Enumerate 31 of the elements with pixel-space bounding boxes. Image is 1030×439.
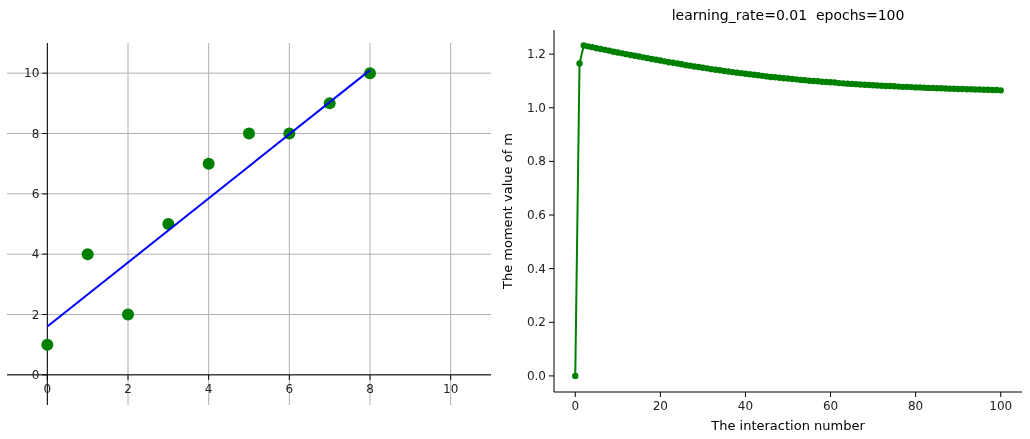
x-tick-label: 40	[737, 399, 754, 413]
y-tick-label: 10	[24, 66, 40, 81]
x-tick-label: 0	[571, 399, 580, 413]
x-tick-label: 4	[204, 381, 213, 396]
x-tick-label: 100	[989, 399, 1013, 413]
y-tick-label: 0.4	[526, 261, 546, 276]
point	[81, 248, 94, 261]
y-tick-label: 0.8	[526, 154, 546, 169]
x-tick-label: 20	[652, 399, 668, 413]
y-tick-label: 0.6	[526, 208, 546, 223]
y-tick-label: 1.0	[526, 100, 546, 115]
x-tick-label: 80	[908, 399, 924, 413]
chart-title: learning_rate=0.01 epochs=100	[671, 7, 905, 23]
y-tick-label: 1.2	[526, 47, 546, 62]
y-tick-label: 0.0	[526, 368, 546, 383]
point	[202, 157, 215, 170]
x-tick-label: 2	[124, 381, 132, 396]
y-axis-title: The moment value of m	[500, 132, 515, 291]
y-tick-label: 8	[31, 126, 40, 141]
x-tick-label: 60	[822, 399, 839, 413]
y-tick-label: 0.2	[526, 315, 546, 330]
y-tick-label: 6	[31, 186, 40, 201]
y-tick-label: 2	[31, 307, 40, 322]
y-tick-label: 4	[31, 247, 40, 262]
point	[243, 127, 255, 140]
x-axis-title: The interaction number	[710, 418, 866, 433]
x-tick-label: 8	[366, 381, 374, 396]
x-tick-label: 6	[285, 381, 294, 396]
x-tick-label: 10	[443, 381, 459, 396]
point	[41, 338, 54, 351]
point	[122, 308, 134, 321]
